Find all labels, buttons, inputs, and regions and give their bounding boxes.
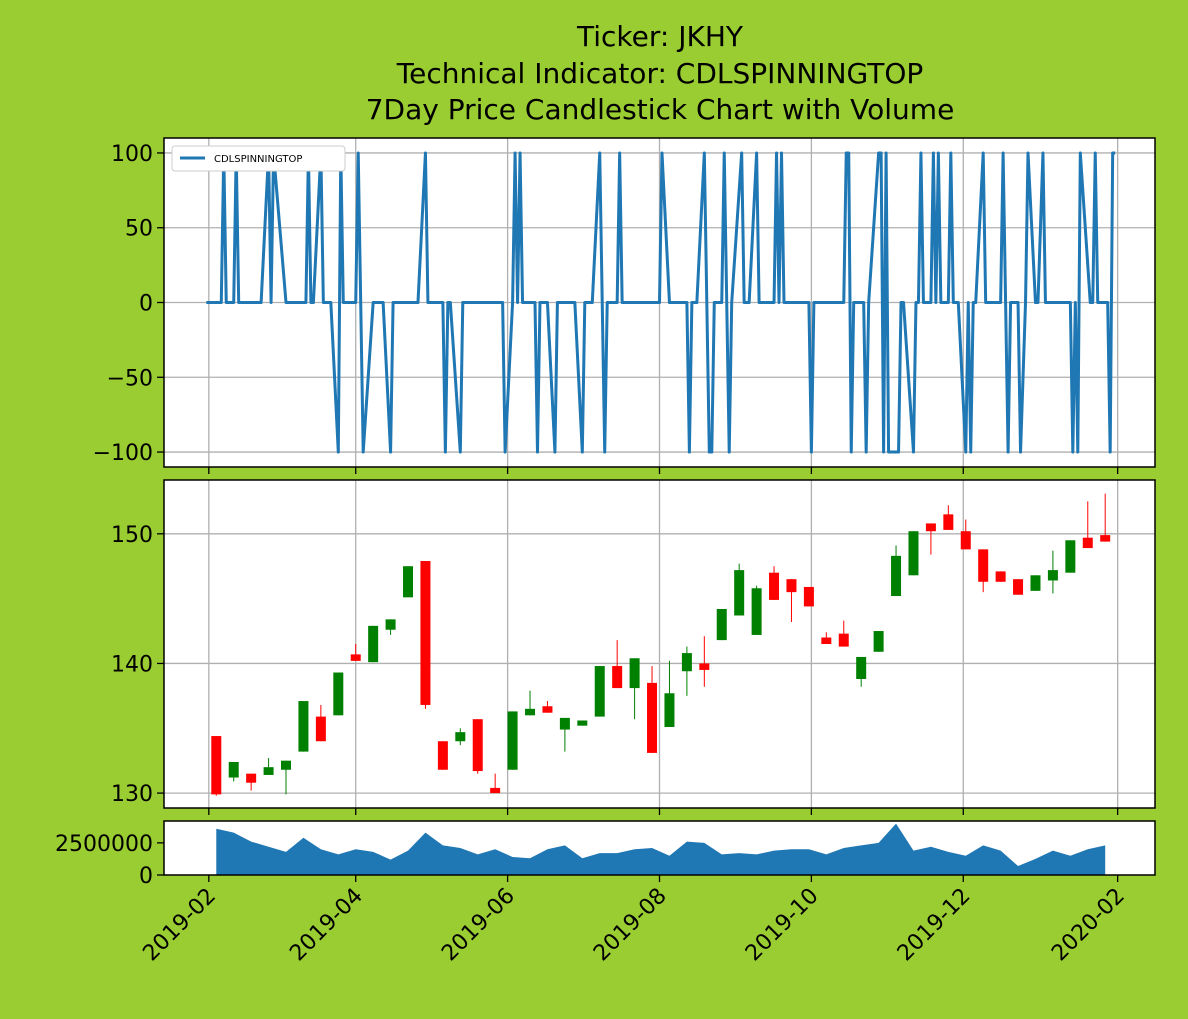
title-line: Ticker: JKHY [576, 20, 744, 53]
y-tick-label: 0 [139, 292, 153, 317]
candle-body [891, 555, 902, 597]
y-tick-label: 2500000 [55, 832, 153, 857]
plot-frame [163, 820, 1156, 876]
x-tick-label: 2019-02 [138, 884, 221, 967]
candle-body [350, 654, 361, 661]
candle-body [821, 637, 832, 644]
legend: CDLSPINNINGTOP [171, 145, 346, 172]
candle-body [1047, 570, 1058, 581]
candle-body [542, 706, 553, 713]
candle-body [664, 693, 675, 727]
x-tick-label: 2020-02 [1047, 884, 1130, 967]
candle-body [577, 720, 588, 726]
candle-body [228, 761, 239, 778]
candle-body [769, 572, 780, 600]
panel: 130 140 150 [111, 479, 1156, 815]
plot [216, 823, 1106, 875]
candle-body [507, 711, 518, 770]
candle-body [490, 787, 501, 794]
y-tick-label: 140 [111, 652, 153, 677]
volume-area [216, 823, 1106, 875]
candle-body [333, 672, 344, 716]
y-tick-label: −100 [93, 441, 153, 466]
y-tick-label: 0 [139, 864, 153, 889]
candle-body [838, 633, 849, 647]
candle-body [681, 653, 692, 672]
candle-body [629, 658, 640, 689]
candle-body [612, 666, 623, 689]
y-tick-label: 130 [111, 782, 153, 807]
candle-body [385, 619, 396, 630]
candle-body [263, 767, 274, 775]
candle-body [943, 514, 954, 530]
panel: 2019-02 2019-04 2019-06 2019-08 2019-10 2019-… [55, 820, 1156, 967]
x-tick-label: 2019-08 [589, 884, 672, 967]
candle-body [1013, 579, 1024, 595]
y-tick-label: 100 [111, 142, 153, 167]
candle-body [559, 717, 570, 730]
candle-body [803, 586, 814, 607]
x-tick-label: 2019-12 [893, 884, 976, 967]
candle-body [472, 719, 483, 772]
candle-body [995, 571, 1006, 582]
x-tick-label: 2019-06 [437, 884, 520, 967]
candle-body [751, 588, 762, 635]
candle-body [420, 561, 431, 705]
legend-label: CDLSPINNINGTOP [214, 154, 302, 165]
candle-body [246, 773, 257, 783]
candle-body [211, 736, 222, 795]
candle-body [403, 566, 414, 598]
plot [211, 493, 1111, 796]
candle-body [908, 531, 919, 576]
candle-body [1065, 540, 1076, 573]
legend-box [171, 145, 346, 172]
y-tick-label: −50 [107, 366, 153, 391]
candle-body [525, 708, 536, 716]
title-line: Technical Indicator: CDLSPINNINGTOP [396, 57, 924, 90]
candle-body [925, 523, 936, 532]
plot-frame [163, 479, 1156, 809]
candle-body [734, 570, 745, 616]
candle-body [281, 760, 292, 770]
plot [206, 151, 1116, 454]
candle-body [1100, 535, 1111, 542]
candle-body [1030, 575, 1041, 591]
plot-frame [163, 137, 1156, 468]
candle-body [315, 716, 326, 742]
candle-body [978, 549, 989, 582]
indicator-line [206, 151, 1116, 454]
candle-body [786, 579, 797, 593]
y-tick-label: 150 [111, 523, 153, 548]
candle-body [873, 631, 884, 652]
candle-body [856, 656, 867, 680]
candle-body [1082, 537, 1093, 549]
candle-body [368, 625, 379, 663]
candle-body [594, 666, 605, 717]
y-tick-label: 50 [125, 217, 153, 242]
x-tick-label: 2019-04 [285, 884, 368, 967]
title-line: 7Day Price Candlestick Chart with Volume [366, 93, 955, 126]
candle-body [647, 682, 658, 753]
candle-body [699, 663, 710, 670]
candle-body [437, 741, 448, 770]
candle-body [716, 608, 727, 641]
panel: −100 −50 0 50 100 CDLSPINNINGTOP [93, 137, 1156, 474]
candle-body [455, 732, 466, 742]
candle-body [298, 701, 309, 752]
candle-body [960, 531, 971, 550]
x-tick-label: 2019-10 [741, 884, 824, 967]
